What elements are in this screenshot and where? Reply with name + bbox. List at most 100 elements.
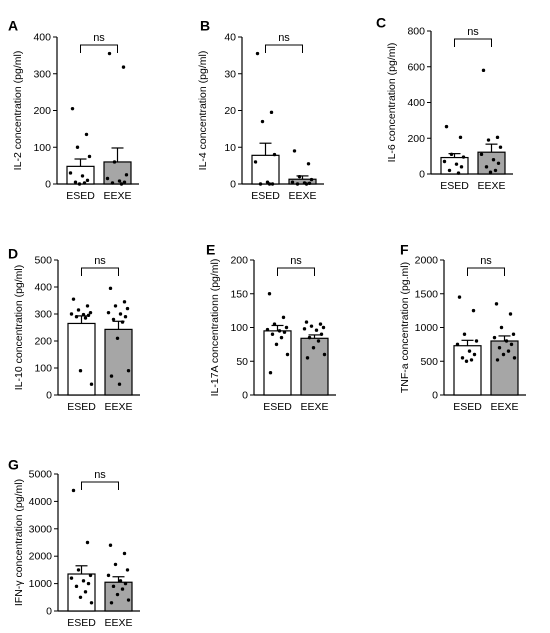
data-point [309,177,314,182]
panel-c: C IL-6 concentration (pg/ml) 0 200 400 600 800… [376,14,513,192]
data-point [295,182,300,186]
data-point [260,119,265,124]
data-point [111,317,116,322]
data-point [495,135,500,140]
panel-letter: E [206,241,215,257]
data-point [71,297,76,301]
x-tick-label: ESED [263,401,292,413]
x-tick-label: EEXE [288,190,316,202]
data-point [81,312,86,317]
significance-bracket [81,267,119,276]
bar-esed [453,345,482,396]
data-point [120,587,125,591]
data-point [126,369,131,373]
significance-label: ns [290,255,302,267]
data-point [509,342,514,347]
data-point [85,178,90,183]
data-point [126,598,131,602]
panel-letter: C [376,14,386,30]
significance-bracket [80,44,118,53]
data-point [469,358,474,362]
data-point [81,579,86,583]
data-point [282,330,287,334]
y-tick-label: 0 [432,390,438,402]
data-point [318,322,323,326]
data-point [447,168,452,173]
data-point [87,154,92,159]
y-axis-label: IL-17A concentrationn (pg/ml) [209,259,221,397]
data-point [281,315,286,320]
data-point [125,568,130,572]
y-tick-label: 150 [230,288,248,300]
data-point [464,359,469,363]
y-tick-label: 3000 [29,523,53,535]
data-point [69,576,74,580]
data-point [119,182,124,186]
panel-e: E IL-17A concentrationn (pg/ml) 0 50 100 150 2… [206,241,336,413]
data-point [488,170,493,174]
data-point [85,304,90,308]
data-point [504,339,509,343]
y-axis-label: IL-4 concentration (pg/ml) [197,51,209,171]
x-tick-label: ESED [67,617,96,629]
data-point [290,180,295,184]
data-point [479,152,484,157]
y-tick-label: 30 [224,68,236,80]
data-point [106,310,111,315]
data-point [122,551,127,556]
data-point [115,592,120,597]
data-point [496,161,501,165]
data-point [297,174,302,179]
data-point [86,581,91,586]
significance-label: ns [94,469,106,481]
data-point [322,352,327,357]
data-point [68,171,73,175]
panel-letter: B [200,17,210,33]
data-point [319,332,324,336]
data-point [73,180,78,184]
y-tick-label: 5000 [29,469,53,481]
y-tick-label: 300 [34,309,52,321]
significance-label: ns [278,32,290,44]
y-tick-label: 0 [242,390,248,402]
data-point [88,573,93,578]
data-point [306,162,311,166]
y-tick-label: 100 [34,363,52,375]
data-point [267,292,272,296]
data-point [274,342,279,347]
data-point [458,135,463,140]
y-tick-label: 1000 [415,322,439,334]
data-point [508,312,513,316]
y-tick-label: 400 [407,97,425,109]
data-point [279,335,284,340]
data-point [501,352,506,357]
data-point [258,182,263,186]
data-point [486,138,491,142]
y-tick-label: 200 [33,105,51,117]
x-tick-label: ESED [66,190,95,202]
data-point [455,342,460,347]
panel-g: G IFN-γ concentration (pg/ml) 0 1000 2000 300… [8,456,140,629]
y-tick-label: 200 [407,133,425,145]
data-point [83,316,88,320]
x-tick-label: EEXE [104,617,132,629]
data-point [285,352,290,357]
data-point [277,329,282,333]
x-tick-label: EEXE [490,401,518,413]
data-point [113,304,118,308]
panel-a: A IL-2 concentration (pg/ml) 0 100 200 300 400… [8,17,139,202]
y-axis-label: TNF-a concentration (pg.ml) [399,262,411,393]
y-tick-label: 1000 [29,578,53,590]
data-point [284,325,289,330]
y-axis-label: IFN-γ concentration (pg/ml) [13,479,25,606]
significance-bracket [265,44,303,53]
y-tick-label: 0 [230,179,236,191]
data-point [497,346,502,350]
panel-b: B IL-4 concentration (pg/ml) 0 10 20 30 40 ESED… [197,17,324,202]
data-point [120,320,125,324]
data-point [311,346,316,350]
y-tick-label: 40 [224,32,236,44]
bar-esed [251,154,280,185]
y-tick-label: 2000 [415,255,439,267]
data-point [89,601,94,605]
